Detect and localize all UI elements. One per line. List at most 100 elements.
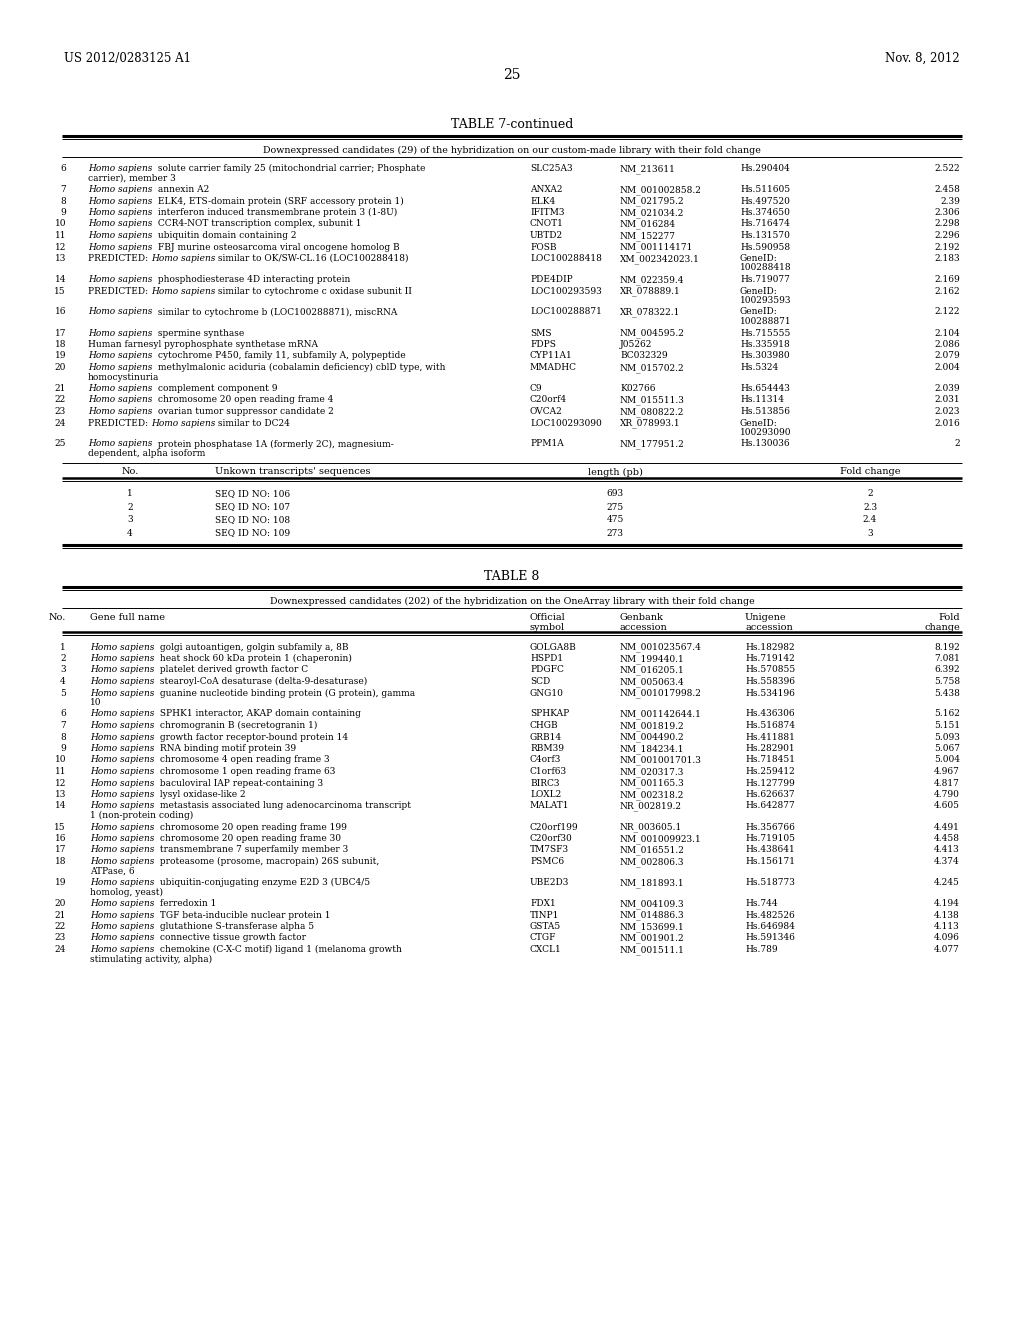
Text: 2.162: 2.162 bbox=[934, 286, 961, 296]
Text: Homo sapiens: Homo sapiens bbox=[151, 286, 215, 296]
Text: 17: 17 bbox=[54, 846, 66, 854]
Text: ovarian tumor suppressor candidate 2: ovarian tumor suppressor candidate 2 bbox=[156, 407, 334, 416]
Text: CCR4-NOT transcription complex, subunit 1: CCR4-NOT transcription complex, subunit … bbox=[156, 219, 361, 228]
Text: Official: Official bbox=[530, 614, 565, 623]
Text: 4.194: 4.194 bbox=[934, 899, 961, 908]
Text: 4.374: 4.374 bbox=[934, 857, 961, 866]
Text: FOSB: FOSB bbox=[530, 243, 556, 252]
Text: 20: 20 bbox=[54, 363, 66, 372]
Text: 6: 6 bbox=[60, 164, 66, 173]
Text: 2: 2 bbox=[60, 653, 66, 663]
Text: 2.122: 2.122 bbox=[935, 308, 961, 317]
Text: LOC100293090: LOC100293090 bbox=[530, 418, 602, 428]
Text: Homo sapiens: Homo sapiens bbox=[88, 231, 153, 240]
Text: 4.458: 4.458 bbox=[934, 834, 961, 843]
Text: 4.605: 4.605 bbox=[934, 801, 961, 810]
Text: SEQ ID NO: 106: SEQ ID NO: 106 bbox=[215, 490, 290, 499]
Text: TM7SF3: TM7SF3 bbox=[530, 846, 569, 854]
Text: Hs.182982: Hs.182982 bbox=[745, 643, 795, 652]
Text: 6.392: 6.392 bbox=[934, 665, 961, 675]
Text: 7.081: 7.081 bbox=[934, 653, 961, 663]
Text: ferredoxin 1: ferredoxin 1 bbox=[158, 899, 217, 908]
Text: chromosome 20 open reading frame 4: chromosome 20 open reading frame 4 bbox=[156, 396, 334, 404]
Text: Hs.642877: Hs.642877 bbox=[745, 801, 795, 810]
Text: 475: 475 bbox=[606, 516, 624, 524]
Text: 4: 4 bbox=[127, 528, 133, 537]
Text: PDGFC: PDGFC bbox=[530, 665, 564, 675]
Text: Homo sapiens: Homo sapiens bbox=[90, 911, 155, 920]
Text: NM_001819.2: NM_001819.2 bbox=[620, 721, 685, 731]
Text: NM_004109.3: NM_004109.3 bbox=[620, 899, 685, 908]
Text: chromosome 20 open reading frame 30: chromosome 20 open reading frame 30 bbox=[158, 834, 341, 843]
Text: 2.086: 2.086 bbox=[934, 341, 961, 348]
Text: GeneID:: GeneID: bbox=[740, 253, 778, 263]
Text: Hs.590958: Hs.590958 bbox=[740, 243, 791, 252]
Text: 2.023: 2.023 bbox=[935, 407, 961, 416]
Text: XR_078889.1: XR_078889.1 bbox=[620, 286, 681, 296]
Text: Hs.497520: Hs.497520 bbox=[740, 197, 790, 206]
Text: GNG10: GNG10 bbox=[530, 689, 564, 697]
Text: GSTA5: GSTA5 bbox=[530, 921, 561, 931]
Text: OVCA2: OVCA2 bbox=[530, 407, 563, 416]
Text: NM_001165.3: NM_001165.3 bbox=[620, 779, 685, 788]
Text: NM_015511.3: NM_015511.3 bbox=[620, 396, 685, 405]
Text: 23: 23 bbox=[54, 407, 66, 416]
Text: 2: 2 bbox=[127, 503, 133, 511]
Text: FDPS: FDPS bbox=[530, 341, 556, 348]
Text: C1orf63: C1orf63 bbox=[530, 767, 567, 776]
Text: 4.817: 4.817 bbox=[934, 779, 961, 788]
Text: Hs.438641: Hs.438641 bbox=[745, 846, 795, 854]
Text: platelet derived growth factor C: platelet derived growth factor C bbox=[158, 665, 308, 675]
Text: 17: 17 bbox=[54, 329, 66, 338]
Text: NM_080822.2: NM_080822.2 bbox=[620, 407, 684, 417]
Text: Homo sapiens: Homo sapiens bbox=[88, 396, 153, 404]
Text: 14: 14 bbox=[54, 275, 66, 284]
Text: 8: 8 bbox=[60, 197, 66, 206]
Text: Gene full name: Gene full name bbox=[90, 614, 165, 623]
Text: phosphodiesterase 4D interacting protein: phosphodiesterase 4D interacting protein bbox=[156, 275, 350, 284]
Text: Homo sapiens: Homo sapiens bbox=[90, 878, 155, 887]
Text: PSMC6: PSMC6 bbox=[530, 857, 564, 866]
Text: TINP1: TINP1 bbox=[530, 911, 559, 920]
Text: Hs.411881: Hs.411881 bbox=[745, 733, 795, 742]
Text: LOC100288418: LOC100288418 bbox=[530, 253, 602, 263]
Text: NM_184234.1: NM_184234.1 bbox=[620, 744, 684, 754]
Text: XM_002342023.1: XM_002342023.1 bbox=[620, 253, 699, 264]
Text: 5.067: 5.067 bbox=[934, 744, 961, 752]
Text: NM_016551.2: NM_016551.2 bbox=[620, 846, 685, 855]
Text: 24: 24 bbox=[54, 945, 66, 954]
Text: Hs.156171: Hs.156171 bbox=[745, 857, 795, 866]
Text: 2.3: 2.3 bbox=[863, 503, 878, 511]
Text: 25: 25 bbox=[54, 440, 66, 449]
Text: 100293090: 100293090 bbox=[740, 428, 792, 437]
Text: XR_078322.1: XR_078322.1 bbox=[620, 308, 680, 317]
Text: spermine synthase: spermine synthase bbox=[156, 329, 245, 338]
Text: FBJ murine osteosarcoma viral oncogene homolog B: FBJ murine osteosarcoma viral oncogene h… bbox=[156, 243, 400, 252]
Text: chromosome 1 open reading frame 63: chromosome 1 open reading frame 63 bbox=[158, 767, 336, 776]
Text: Hs.356766: Hs.356766 bbox=[745, 822, 795, 832]
Text: 2.079: 2.079 bbox=[934, 351, 961, 360]
Text: Downexpressed candidates (29) of the hybridization on our custom-made library wi: Downexpressed candidates (29) of the hyb… bbox=[263, 147, 761, 156]
Text: Hs.719077: Hs.719077 bbox=[740, 275, 790, 284]
Text: Homo sapiens: Homo sapiens bbox=[90, 643, 155, 652]
Text: 4.138: 4.138 bbox=[934, 911, 961, 920]
Text: SLC25A3: SLC25A3 bbox=[530, 164, 572, 173]
Text: 13: 13 bbox=[54, 253, 66, 263]
Text: 10: 10 bbox=[90, 698, 101, 708]
Text: Homo sapiens: Homo sapiens bbox=[90, 789, 155, 799]
Text: 1: 1 bbox=[60, 643, 66, 652]
Text: HSPD1: HSPD1 bbox=[530, 653, 563, 663]
Text: protein phosphatase 1A (formerly 2C), magnesium-: protein phosphatase 1A (formerly 2C), ma… bbox=[156, 440, 394, 449]
Text: CNOT1: CNOT1 bbox=[530, 219, 564, 228]
Text: cytochrome P450, family 11, subfamily A, polypeptide: cytochrome P450, family 11, subfamily A,… bbox=[156, 351, 406, 360]
Text: Hs.290404: Hs.290404 bbox=[740, 164, 790, 173]
Text: ANXA2: ANXA2 bbox=[530, 185, 562, 194]
Text: 1: 1 bbox=[127, 490, 133, 499]
Text: Hs.716474: Hs.716474 bbox=[740, 219, 790, 228]
Text: Homo sapiens: Homo sapiens bbox=[88, 308, 153, 317]
Text: FDX1: FDX1 bbox=[530, 899, 556, 908]
Text: Hs.436306: Hs.436306 bbox=[745, 710, 795, 718]
Text: Homo sapiens: Homo sapiens bbox=[90, 945, 155, 954]
Text: 5: 5 bbox=[60, 689, 66, 697]
Text: complement component 9: complement component 9 bbox=[156, 384, 278, 393]
